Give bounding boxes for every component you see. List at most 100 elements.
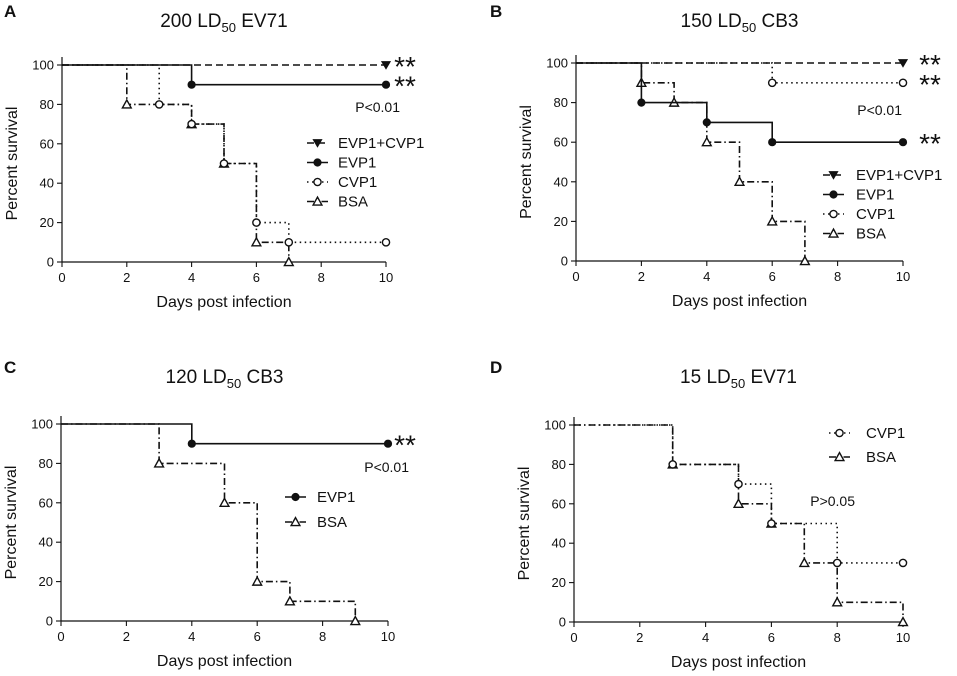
series-line-cvp1 — [576, 62, 903, 84]
legend-label: EVP1 — [856, 187, 894, 204]
data-point — [799, 255, 811, 266]
data-point — [153, 457, 165, 468]
significance-stars: ** — [919, 128, 941, 159]
y-tick-label: 0 — [46, 614, 53, 629]
legend-marker — [828, 171, 839, 180]
series-line-cvp1 — [574, 424, 903, 564]
legend: EVP1 BSA — [285, 489, 355, 531]
data-point — [897, 616, 909, 627]
y-axis-label: Percent survival — [518, 105, 535, 219]
panel-letter: D — [490, 358, 502, 377]
y-axis-label: Percent survival — [4, 107, 21, 221]
data-point — [284, 237, 294, 247]
y-tick-label: 20 — [40, 215, 54, 230]
y-tick-label: 40 — [552, 536, 566, 551]
x-axis-label: Days post infection — [672, 293, 807, 310]
y-tick-label: 100 — [546, 56, 568, 71]
y-tick-label: 80 — [39, 456, 53, 471]
data-point — [768, 138, 777, 147]
data-point — [734, 479, 743, 489]
legend-label: BSA — [866, 449, 896, 466]
x-tick-label: 6 — [769, 269, 776, 284]
data-point — [187, 119, 196, 129]
data-point — [668, 460, 678, 469]
data-point — [898, 78, 908, 88]
legend-label: EVP1 — [338, 155, 376, 172]
x-tick-label: 6 — [253, 270, 260, 285]
data-point — [766, 215, 778, 226]
data-point — [187, 80, 196, 89]
y-axis-label: Percent survival — [516, 467, 533, 581]
data-point — [283, 256, 295, 267]
p-value-annotation: P<0.01 — [355, 99, 400, 115]
series-line-evp1 — [62, 64, 386, 86]
y-tick-label: 0 — [561, 254, 568, 269]
x-tick-label: 6 — [254, 629, 261, 644]
significance-stars: ** — [919, 49, 941, 80]
data-point — [767, 519, 776, 528]
x-tick-label: 8 — [834, 269, 841, 284]
data-point — [767, 78, 777, 88]
series-line-bsa — [576, 62, 806, 261]
data-point — [380, 61, 392, 70]
chart-title: 200 LD50 EV71 — [160, 11, 288, 35]
p-value-annotation: P<0.01 — [364, 459, 409, 475]
x-tick-label: 4 — [188, 270, 195, 285]
data-point — [381, 80, 391, 89]
legend-marker — [312, 139, 323, 148]
legend-label: BSA — [317, 514, 347, 531]
legend-label: CVP1 — [856, 206, 895, 223]
data-point — [219, 159, 229, 168]
series-line-bsa — [61, 423, 357, 621]
legend-marker — [827, 227, 840, 238]
series-line-evp1 — [576, 62, 903, 143]
y-tick-label: 40 — [39, 535, 53, 550]
legend-marker — [835, 428, 844, 438]
panel-d: D 15 LD50 EV71 0 20 40 60 80 100 0 2 4 6 8 10 Days pos… — [490, 358, 910, 671]
data-point — [637, 98, 646, 107]
data-point — [349, 615, 361, 626]
legend-marker — [833, 451, 846, 462]
y-tick-label: 60 — [40, 136, 54, 151]
data-point — [121, 98, 133, 109]
y-tick-label: 20 — [554, 214, 568, 229]
p-value-annotation: P>0.05 — [810, 493, 855, 509]
chart-title: 150 LD50 CB3 — [681, 11, 799, 35]
x-tick-label: 10 — [379, 270, 393, 285]
x-axis-label: Days post infection — [157, 653, 292, 670]
data-point — [898, 558, 908, 568]
data-point — [218, 496, 231, 508]
x-tick-label: 2 — [123, 629, 130, 644]
legend: CVP1 BSA — [829, 425, 905, 466]
y-tick-label: 100 — [32, 58, 54, 73]
panel-letter: A — [4, 2, 16, 21]
x-tick-label: 10 — [896, 269, 910, 284]
legend-marker — [311, 195, 324, 206]
legend: EVP1+CVP1 EVP1 CVP1 BSA — [307, 135, 424, 211]
x-tick-label: 0 — [570, 630, 577, 645]
y-tick-label: 80 — [40, 97, 54, 112]
data-point — [251, 575, 263, 586]
x-tick-label: 8 — [318, 270, 325, 285]
x-tick-label: 4 — [702, 630, 709, 645]
series-line-cvp1 — [62, 64, 386, 244]
legend-label: EVP1 — [317, 489, 355, 506]
legend-label: BSA — [338, 194, 368, 211]
x-tick-label: 4 — [188, 629, 195, 644]
y-tick-label: 80 — [554, 95, 568, 110]
data-point — [733, 175, 746, 187]
legend-label: CVP1 — [866, 425, 905, 442]
significance-stars: ** — [394, 71, 416, 102]
legend-label: EVP1+CVP1 — [338, 135, 424, 152]
x-tick-label: 10 — [381, 629, 395, 644]
y-tick-label: 40 — [554, 174, 568, 189]
significance-stars: ** — [394, 430, 416, 461]
p-value-annotation: P<0.01 — [857, 102, 902, 118]
data-point — [187, 439, 196, 448]
data-point — [154, 100, 164, 109]
x-tick-label: 4 — [703, 269, 710, 284]
chart-title: 15 LD50 EV71 — [680, 367, 797, 391]
y-tick-label: 0 — [47, 255, 54, 270]
legend-marker — [313, 177, 322, 187]
data-point — [252, 218, 261, 227]
